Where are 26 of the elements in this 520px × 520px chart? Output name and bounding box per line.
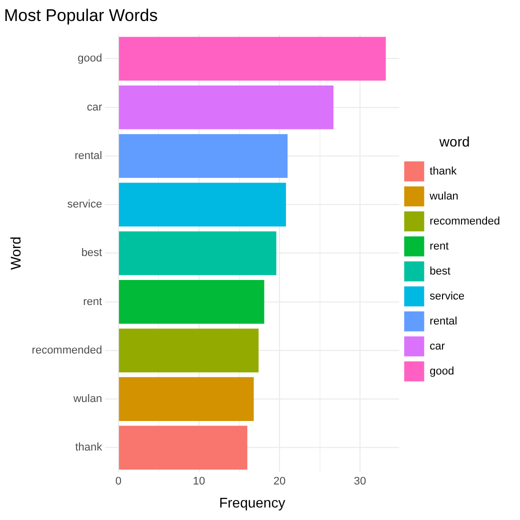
legend-label: service xyxy=(430,290,465,302)
x-tick-label: 0 xyxy=(115,476,122,488)
legend-label: wulan xyxy=(428,190,458,202)
y-tick-label: good xyxy=(78,52,102,65)
y-tick-label: recommended xyxy=(32,344,102,356)
legend-label: best xyxy=(430,265,450,278)
legend-label: recommended xyxy=(430,215,500,228)
y-tick-label: best xyxy=(81,247,102,260)
x-axis-title: Frequency xyxy=(219,494,286,510)
chart-title: Most Popular Words xyxy=(4,6,158,25)
legend-title: word xyxy=(438,133,470,150)
x-tick-label: 30 xyxy=(354,476,366,488)
y-tick-label: thank xyxy=(75,442,103,454)
y-axis-title: Word xyxy=(7,236,24,270)
x-tick-label: 10 xyxy=(192,476,206,488)
legend-label: car xyxy=(430,340,446,352)
legend-label: good xyxy=(430,365,454,378)
y-tick-label: service xyxy=(67,198,102,211)
x-tick-label: 20 xyxy=(273,476,286,488)
y-tick-label: rental xyxy=(74,150,102,162)
y-tick-label: car xyxy=(86,101,102,114)
legend-label: rent xyxy=(430,240,449,252)
y-tick-label: wulan xyxy=(72,393,102,406)
y-tick-label: rent xyxy=(83,296,102,308)
legend-label: thank xyxy=(430,165,458,178)
legend-label: rental xyxy=(430,315,458,328)
